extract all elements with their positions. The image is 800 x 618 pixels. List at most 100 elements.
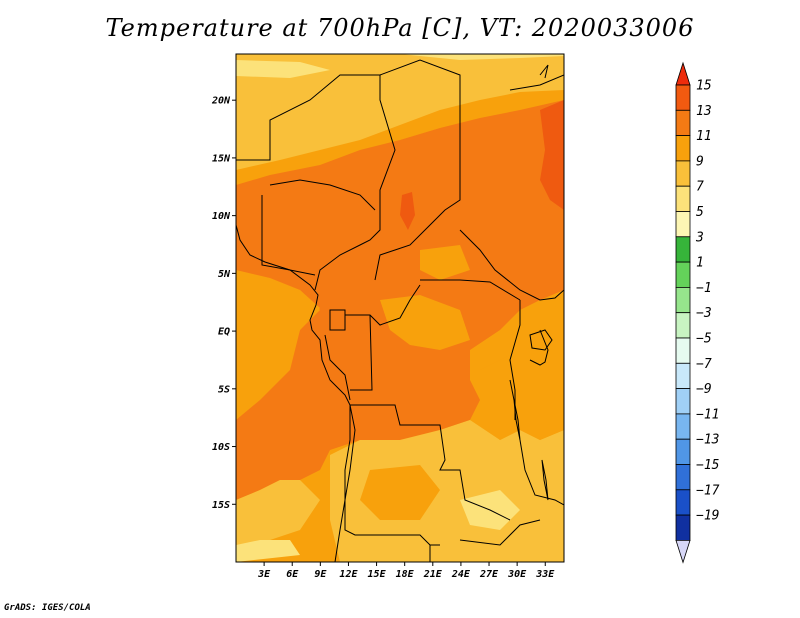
colorbar-label: 9 (696, 154, 704, 169)
colorbar-box (675, 286, 691, 314)
colorbar-top-arrow (675, 61, 691, 86)
border-line (519, 439, 564, 506)
colorbar-label: 1 (696, 256, 704, 271)
border-line (459, 229, 564, 301)
colorbar-label: 13 (696, 104, 712, 119)
coastline (235, 224, 356, 563)
lon-tick-label: 27E (479, 569, 499, 580)
lon-tick-label: 21E (423, 569, 443, 580)
border-line (539, 64, 549, 79)
colorbar-label: −7 (696, 357, 712, 372)
colorbar-label: 5 (696, 205, 704, 220)
lon-tick-label: 3E (257, 569, 271, 580)
field-coast-7-9 (236, 480, 320, 545)
colorbar-box (675, 489, 691, 516)
border-line (269, 179, 376, 211)
field-top-5-7 (236, 54, 564, 60)
colorbar-bottom-arrow (675, 540, 691, 564)
field-spot-13-15 (400, 192, 415, 230)
lon-tick-label: 12E (339, 569, 358, 580)
colorbar-box (675, 236, 691, 263)
colorbar-label: −5 (696, 332, 712, 347)
lon-tick-label: 30E (507, 569, 527, 580)
colorbar-label: −19 (696, 509, 719, 524)
field-east-13-15 (540, 100, 564, 210)
border-line (236, 74, 396, 291)
lat-tick-label: 10N (212, 211, 231, 222)
lat-tick-label: 5N (218, 269, 231, 280)
lat-tick-label: 10S (212, 442, 230, 453)
colorbar-box (675, 337, 691, 364)
lon-tick-label: 9E (314, 569, 327, 580)
colorbar-box (675, 185, 691, 212)
colorbar-label: −13 (696, 433, 719, 448)
colorbar: 15 13 11 9 7 5 3 1 −1 −3 −5 −7 −9 −11 −13 −15 −17 −19 (675, 61, 720, 564)
colorbar-label: 3 (695, 230, 704, 245)
colorbar-box (675, 388, 691, 415)
lon-tick-label: 33E (535, 569, 555, 580)
temperature-field (236, 54, 564, 562)
field-sw-5-7 (236, 540, 300, 562)
lake-victoria (529, 329, 553, 351)
lon-tick-label: 15E (368, 569, 387, 580)
lon-tick-label: 24E (451, 569, 471, 580)
lon-tick-label: 18E (396, 569, 415, 580)
lat-tick-label: 15S (212, 500, 230, 511)
longitude-axis: 3E 6E 9E 12E 15E 18E 21E 24E 27E 30E 33E (257, 562, 555, 580)
colorbar-box (675, 135, 691, 162)
colorbar-box (675, 464, 691, 491)
border-line (529, 329, 549, 366)
border-line (374, 100, 461, 281)
field-mid-9-11 (420, 245, 470, 280)
colorbar-box (675, 438, 691, 465)
colorbar-box (675, 160, 691, 187)
border-line (509, 300, 521, 420)
border-line (379, 59, 461, 100)
colorbar-box (675, 84, 691, 111)
field-southeast-9-11 (480, 340, 564, 440)
colorbar-box (675, 109, 691, 137)
border-line (261, 195, 316, 276)
border-line (420, 279, 521, 301)
lat-tick-label: 5S (218, 384, 230, 395)
field-central-9-11 (380, 295, 470, 350)
colorbar-label: −17 (696, 483, 720, 498)
colorbar-box (675, 261, 691, 288)
border-line (509, 74, 564, 91)
lat-tick-label: 20N (211, 96, 231, 107)
map-frame (235, 53, 565, 563)
country-borders (236, 59, 564, 562)
colorbar-label: −1 (696, 281, 712, 296)
field-south-7-9 (330, 420, 564, 562)
border-line (345, 284, 421, 326)
grads-credit: GrADS: IGES/COLA (4, 603, 91, 613)
colorbar-label: 15 (696, 79, 712, 94)
lat-tick-label: EQ (218, 327, 230, 338)
colorbar-box (675, 514, 691, 541)
field-west-9-11 (236, 270, 320, 410)
field-top-left-5-7 (236, 60, 330, 78)
colorbar-label: 11 (696, 129, 712, 144)
map-title: Temperature at 700hPa [C], VT: 202003300… (105, 14, 695, 42)
colorbar-box (675, 312, 691, 339)
border-line (324, 334, 351, 401)
colorbar-label: 7 (696, 180, 704, 195)
lake-tanganyika (509, 379, 521, 441)
lake-malawi (541, 459, 549, 501)
colorbar-box (675, 211, 691, 238)
lon-tick-label: 6E (286, 569, 299, 580)
border-line (344, 405, 440, 546)
border-line (329, 309, 346, 331)
colorbar-label: −3 (696, 306, 712, 321)
border-line (459, 519, 541, 546)
latitude-axis: 20N 15N 10N 5N EQ 5S 10S 15S (211, 96, 236, 511)
colorbar-label: −15 (696, 458, 720, 473)
field-south-pocket-9-11 (360, 465, 440, 520)
colorbar-box (675, 362, 691, 389)
colorbar-label: −9 (696, 382, 712, 397)
colorbar-box (675, 413, 691, 440)
lat-tick-label: 15N (212, 153, 231, 164)
border-line (350, 314, 373, 391)
border-line (350, 404, 511, 521)
